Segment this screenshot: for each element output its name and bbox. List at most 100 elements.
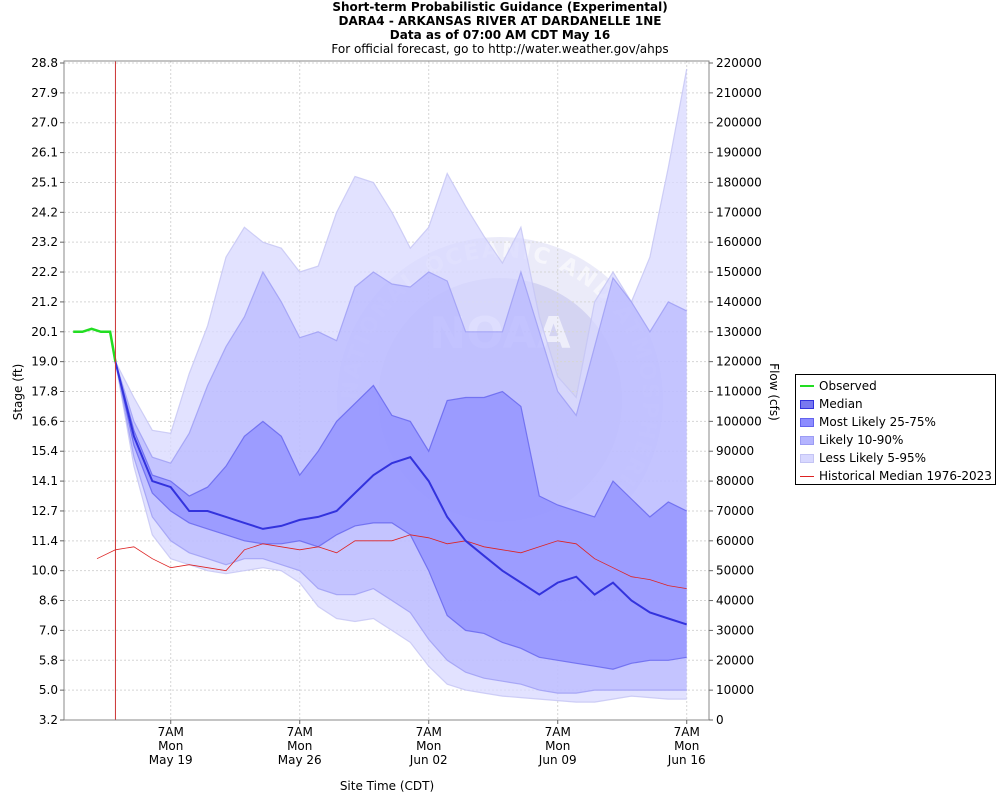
legend-label-historical: Historical Median 1976-2023 (819, 469, 992, 483)
y-left-tick-label: 15.4 (31, 444, 58, 458)
y-right-tick-label: 210000 (716, 86, 762, 100)
y-right-tick-label: 100000 (716, 414, 762, 428)
edge-likely-high (114, 269, 687, 464)
y-left-tick-label: 28.8 (31, 56, 58, 70)
chart-subtitle[interactable]: For official forecast, go to http://wate… (331, 42, 669, 56)
y-right-tick-label: 90000 (716, 444, 754, 458)
x-tick-label: 7AM (287, 725, 313, 739)
edge-most-likely-high (114, 361, 687, 518)
x-tick-label: Jun 02 (409, 753, 448, 767)
y-left-axis-title: Stage (ft) (11, 364, 25, 421)
axis-ticks: 3.2 0 5.0 10000 5.8 20000 7.0 30000 8.6 40000 10.0… (31, 56, 762, 767)
y-left-tick-label: 27.0 (31, 116, 58, 130)
y-right-tick-label: 180000 (716, 175, 762, 189)
x-tick-label: Mon (545, 739, 570, 753)
x-axis-title: Site Time (CDT) (340, 779, 434, 793)
y-left-tick-label: 3.2 (39, 713, 58, 727)
legend-item-less-likely: Less Likely 5-95% (800, 449, 995, 467)
y-right-tick-label: 50000 (716, 564, 754, 578)
y-left-tick-label: 24.2 (31, 205, 58, 219)
chart-title: Short-term Probabilistic Guidance (Exper… (332, 0, 668, 14)
y-left-tick-label: 23.2 (31, 235, 58, 249)
y-left-tick-label: 14.1 (31, 474, 58, 488)
chart-data-time: Data as of 07:00 AM CDT May 16 (389, 28, 611, 42)
x-tick-label: Mon (416, 739, 441, 753)
legend-item-observed: Observed (800, 377, 995, 395)
median-line (114, 361, 688, 626)
legend-item-historical: Historical Median 1976-2023 (800, 467, 995, 485)
edge-most-likely-low (114, 361, 687, 670)
y-left-tick-label: 25.1 (31, 175, 58, 189)
y-left-tick-label: 10.0 (31, 564, 58, 578)
legend-label-likely: Likely 10-90% (819, 433, 904, 447)
y-right-tick-label: 70000 (716, 504, 754, 518)
chart-title-block: Short-term Probabilistic Guidance (Exper… (0, 0, 1000, 57)
y-right-tick-label: 80000 (716, 474, 754, 488)
y-right-tick-label: 140000 (716, 295, 762, 309)
x-tick-label: Jun 09 (538, 753, 577, 767)
y-right-tick-label: 30000 (716, 623, 754, 637)
probability-bands (114, 68, 688, 703)
x-tick-label: 7AM (674, 725, 700, 739)
y-left-tick-label: 11.4 (31, 534, 58, 548)
plot-area-border (63, 60, 710, 721)
y-right-tick-label: 120000 (716, 355, 762, 369)
chart-legend: Observed Median Most Likely 25-75% Likel… (795, 374, 996, 485)
y-left-tick-label: 5.8 (39, 653, 58, 667)
legend-item-likely: Likely 10-90% (800, 431, 995, 449)
x-tick-label: 7AM (158, 725, 184, 739)
y-left-tick-label: 19.0 (31, 355, 58, 369)
y-left-tick-label: 20.1 (31, 325, 58, 339)
y-right-tick-label: 20000 (716, 653, 754, 667)
y-right-tick-label: 130000 (716, 325, 762, 339)
legend-label-observed: Observed (819, 379, 877, 393)
x-tick-label: Jun 16 (667, 753, 706, 767)
legend-swatch-observed (800, 385, 814, 387)
y-left-tick-label: 27.9 (31, 86, 58, 100)
y-left-tick-label: 21.2 (31, 295, 58, 309)
chart-lines (73, 61, 688, 720)
y-left-tick-label: 5.0 (39, 683, 58, 697)
y-left-tick-label: 8.6 (39, 594, 58, 608)
y-right-tick-label: 160000 (716, 235, 762, 249)
legend-item-median: Median (800, 395, 995, 413)
legend-swatch-median (800, 399, 814, 409)
legend-swatch-less-likely (800, 453, 814, 463)
x-tick-label: Mon (674, 739, 699, 753)
x-tick-label: May 19 (149, 753, 193, 767)
legend-item-most-likely: Most Likely 25-75% (800, 413, 995, 431)
y-left-tick-label: 7.0 (39, 623, 58, 637)
y-left-tick-label: 17.8 (31, 385, 58, 399)
x-tick-label: Mon (158, 739, 183, 753)
y-right-tick-label: 190000 (716, 146, 762, 160)
x-tick-label: 7AM (416, 725, 442, 739)
y-right-tick-label: 150000 (716, 265, 762, 279)
legend-swatch-most-likely (800, 417, 814, 427)
chart-frame (63, 60, 710, 721)
y-right-axis-title: Flow (cfs) (767, 363, 781, 421)
x-tick-label: 7AM (545, 725, 571, 739)
y-right-tick-label: 110000 (716, 385, 762, 399)
legend-label-median: Median (819, 397, 863, 411)
y-left-tick-label: 12.7 (31, 504, 58, 518)
legend-label-less-likely: Less Likely 5-95% (819, 451, 926, 465)
y-left-tick-label: 16.6 (31, 414, 58, 428)
y-right-tick-label: 220000 (716, 56, 762, 70)
y-right-tick-label: 170000 (716, 205, 762, 219)
edge-less-likely-low (114, 361, 687, 703)
y-left-tick-label: 26.1 (31, 146, 58, 160)
y-right-tick-label: 40000 (716, 594, 754, 608)
legend-swatch-likely (800, 435, 814, 445)
y-left-tick-label: 22.2 (31, 265, 58, 279)
x-tick-label: Mon (287, 739, 312, 753)
edge-likely-low (114, 361, 687, 694)
chart-station: DARA4 - ARKANSAS RIVER AT DARDANELLE 1NE (338, 14, 662, 28)
edge-less-likely-high (114, 68, 688, 434)
y-right-tick-label: 10000 (716, 683, 754, 697)
x-tick-label: May 26 (278, 753, 322, 767)
legend-swatch-historical (800, 475, 814, 477)
historical-median-line (96, 534, 687, 589)
y-right-tick-label: 0 (716, 713, 724, 727)
legend-label-most-likely: Most Likely 25-75% (819, 415, 936, 429)
